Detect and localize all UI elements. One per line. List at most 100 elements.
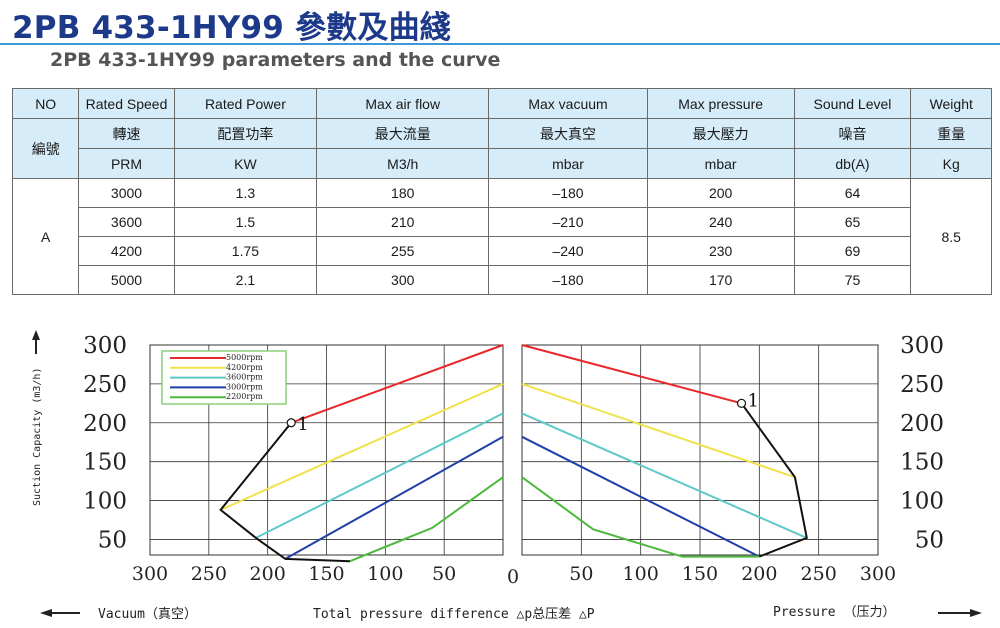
x-tick-label-vacuum: 250 [191, 563, 227, 585]
y-axis-arrow [32, 330, 40, 354]
cell-flow: 180 [316, 178, 490, 208]
vacuum-arrow [40, 609, 80, 617]
cell-power: 2.1 [173, 265, 318, 295]
cell-flow: 255 [316, 236, 490, 266]
cell-vacuum: –210 [488, 207, 648, 237]
header-max-air-flow: Max air flow [316, 88, 490, 119]
x-tick-label-pressure: 300 [860, 563, 896, 585]
chart-curves: 11 [219, 344, 808, 563]
vacuum-curve-3000rpm [284, 435, 504, 560]
pressure-label: Pressure （压力） [773, 605, 895, 620]
unit-weight: Kg [910, 148, 992, 179]
legend-label: 4200rpm [226, 363, 263, 372]
x-tick-label-pressure: 100 [623, 563, 659, 585]
header-pressure-cn: 最大壓力 [646, 118, 795, 149]
cell-sound: 64 [793, 178, 912, 208]
pressure-curve-5000rpm [521, 344, 742, 405]
header-row-cn: 編號 轉速 配置功率 最大流量 最大真空 最大壓力 噪音 重量 [11, 118, 992, 179]
model-cell: A [11, 178, 80, 295]
header-sound-level: Sound Level [793, 88, 912, 119]
header-rated-speed: Rated Speed [78, 88, 175, 119]
y-axis-label: Suction Capacity (m3/h) [32, 368, 43, 506]
y-tick-label-left: 100 [83, 489, 127, 515]
y-tick-label-left: 300 [83, 333, 127, 359]
legend-label: 3600rpm [226, 373, 263, 382]
header-no-cn: 編號 [11, 118, 80, 179]
x-tick-label-vacuum: 150 [308, 563, 344, 585]
vacuum-curve-5000rpm [290, 344, 504, 424]
y-tick-label-right: 200 [900, 411, 944, 437]
vacuum-curve-4200rpm [220, 382, 504, 511]
table-row: 5000 2.1 300 –180 170 75 [13, 265, 992, 295]
cell-power: 1.5 [173, 207, 318, 237]
cell-sound: 75 [793, 265, 912, 295]
cell-vacuum: –240 [488, 236, 648, 266]
x-tick-label-pressure: 150 [682, 563, 718, 585]
cell-speed: 5000 [78, 265, 175, 295]
vacuum-curve-2200rpm [349, 476, 504, 563]
x-tick-label-vacuum: 50 [432, 563, 456, 585]
x-tick-label-pressure: 50 [569, 563, 593, 585]
cell-pressure: 230 [646, 236, 795, 266]
cell-sound: 65 [793, 207, 912, 237]
x-tick-label-zero: 0 [507, 566, 519, 588]
pressure-curve-3600rpm [521, 412, 808, 539]
unit-vacuum: mbar [488, 148, 648, 179]
legend-label: 2200rpm [226, 392, 263, 401]
header-max-vacuum: Max vacuum [488, 88, 648, 119]
limit-marker-pressure [736, 398, 747, 408]
cell-speed: 3000 [78, 178, 175, 208]
cell-vacuum: –180 [488, 265, 648, 295]
y-tick-label-left: 250 [83, 372, 127, 398]
unit-pressure: mbar [646, 148, 795, 179]
cell-flow: 300 [316, 265, 490, 295]
y-tick-label-left: 50 [98, 527, 127, 553]
legend-label: 5000rpm [226, 353, 263, 362]
vacuum-label: Vacuum（真空） [98, 607, 197, 622]
header-weight: Weight [910, 88, 992, 119]
cell-speed: 3600 [78, 207, 175, 237]
weight-cell: 8.5 [910, 178, 992, 295]
pressure-curve-4200rpm [521, 382, 796, 479]
pressure-curve-3000rpm [521, 435, 760, 558]
y-tick-label-right: 50 [915, 527, 944, 553]
unit-speed: PRM [78, 148, 175, 179]
page-subtitle: 2PB 433-1HY99 parameters and the curve [50, 49, 501, 71]
cell-pressure: 240 [646, 207, 795, 237]
parameters-table: NO Rated Speed Rated Power Max air flow … [11, 88, 992, 295]
pressure-arrow [938, 609, 982, 617]
header-no: NO [11, 88, 80, 119]
header-speed-cn: 轉速 [78, 118, 175, 149]
unit-sound: db(A) [793, 148, 912, 179]
page-title: 2PB 433-1HY99 參數及曲綫 [12, 10, 451, 46]
y-tick-label-right: 150 [900, 450, 944, 476]
y-tick-label-right: 100 [900, 489, 944, 515]
cell-flow: 210 [316, 207, 490, 237]
vacuum-limit-line [219, 422, 351, 563]
header-max-pressure: Max pressure [646, 88, 795, 119]
header-rated-power: Rated Power [173, 88, 318, 119]
cell-pressure: 170 [646, 265, 795, 295]
x-tick-label-vacuum: 200 [250, 563, 286, 585]
pressure-limit-line [740, 402, 808, 558]
header-row-units: PRM KW M3/h mbar mbar db(A) Kg [13, 148, 992, 179]
vacuum-curve-3600rpm [255, 412, 504, 539]
unit-flow: M3/h [316, 148, 490, 179]
cell-power: 1.75 [173, 236, 318, 266]
x-tick-label-pressure: 250 [801, 563, 837, 585]
header-row-en: NO Rated Speed Rated Power Max air flow … [11, 88, 992, 119]
header-power-cn: 配置功率 [173, 118, 318, 149]
unit-power: KW [173, 148, 318, 179]
marker-label-vacuum: 1 [297, 414, 308, 435]
x-tick-label-vacuum: 300 [132, 563, 168, 585]
x-tick-label-vacuum: 100 [367, 563, 403, 585]
y-tick-label-right: 300 [900, 333, 944, 359]
legend-label: 3000rpm [226, 382, 263, 391]
table-row: 4200 1.75 255 –240 230 69 [13, 236, 992, 266]
y-tick-label-right: 250 [900, 372, 944, 398]
header-weight-cn: 重量 [910, 118, 992, 149]
y-tick-label-left: 150 [83, 450, 127, 476]
header-flow-cn: 最大流量 [316, 118, 490, 149]
